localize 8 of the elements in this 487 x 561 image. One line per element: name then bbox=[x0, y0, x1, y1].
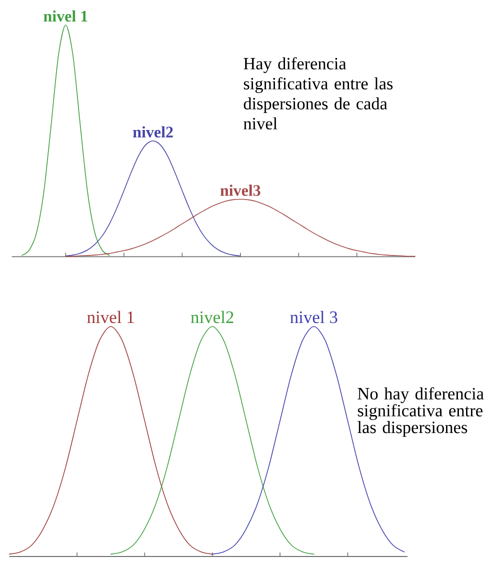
series-label: nivel3 bbox=[220, 184, 260, 196]
series-label: nivel 1 bbox=[44, 10, 88, 22]
series-label: nivel 1 bbox=[87, 310, 134, 324]
series-label: nivel2 bbox=[190, 310, 234, 324]
series-label: nivel 3 bbox=[290, 310, 338, 324]
series-label: nivel2 bbox=[133, 126, 173, 138]
annotation: Hay diferencia significativa entre las dispersiones de cada nivel bbox=[244, 57, 393, 130]
annotation: No hay diferencia significativa entre las dispersiones bbox=[358, 387, 484, 437]
